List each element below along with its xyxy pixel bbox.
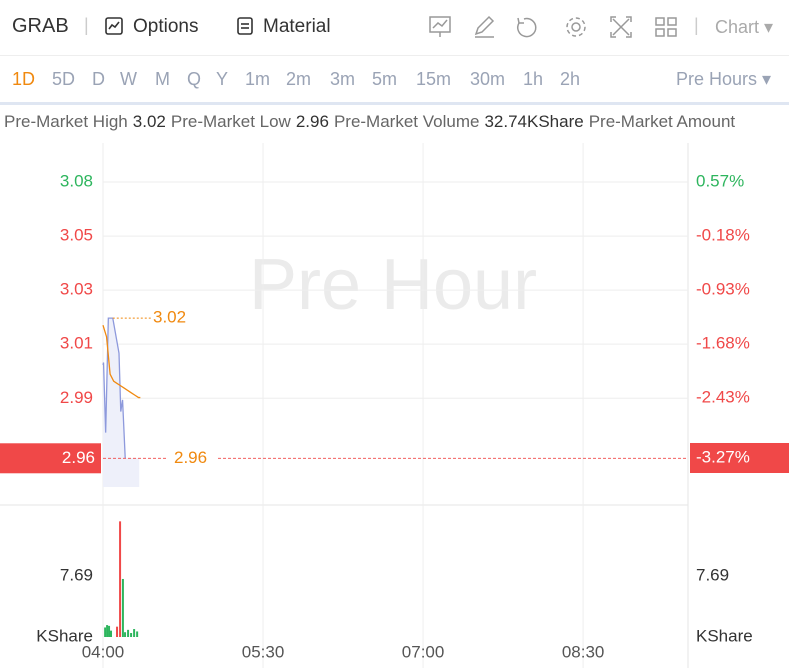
volume-bar: [104, 627, 107, 637]
session-label: Pre Hours: [676, 69, 758, 89]
period-tab[interactable]: M: [155, 69, 170, 89]
options-icon[interactable]: [104, 16, 124, 36]
period-bar: 1D 5D D W M Q Y 1m 2m 3m 5m 15m 30m 1h 2h Pre Hours ▾: [0, 56, 789, 105]
y-tick-label: 3.05: [60, 226, 93, 245]
period-tab[interactable]: Y: [216, 69, 229, 89]
change-tag: [690, 442, 789, 473]
y2-tick-label: -2.43%: [696, 387, 750, 406]
draw-icon[interactable]: [474, 15, 495, 38]
stat-value: 3.02: [132, 112, 166, 131]
volume-bar: [106, 625, 109, 637]
y-tick-label: 3.08: [60, 171, 93, 190]
chart-menu-label: Chart: [715, 17, 760, 37]
tool-icons: [429, 15, 677, 38]
stat-label: Pre-Market High: [4, 112, 128, 131]
price-line: [102, 317, 126, 459]
period-tab[interactable]: 1D: [12, 69, 36, 89]
y2-tick-label: 0.57%: [696, 172, 744, 191]
session-menu[interactable]: Pre Hours ▾: [676, 69, 772, 89]
period-tab[interactable]: 5D: [52, 69, 76, 89]
separator: |: [694, 15, 699, 35]
stats-row: Pre-Market High 3.02 Pre-Market Low 2.96 Pre…: [0, 112, 789, 138]
volume-bar: [110, 630, 113, 637]
material-icon[interactable]: [235, 16, 255, 36]
volume-bar: [108, 625, 111, 637]
y-tick-label: 3.01: [60, 334, 93, 353]
volume-tick-label: 7.69: [60, 565, 93, 584]
settings-icon[interactable]: [566, 17, 586, 37]
period-tab[interactable]: Q: [187, 69, 202, 89]
stat-value: 2.96: [295, 112, 329, 131]
fullscreen-icon[interactable]: [610, 16, 632, 38]
y-tick-label: 2.99: [60, 388, 93, 407]
volume-bar: [119, 521, 122, 637]
last-price-label: 2.96: [62, 448, 95, 467]
volume-unit: KShare: [696, 626, 753, 645]
change-label: -3.27%: [696, 447, 750, 466]
low-label-bg: [168, 448, 216, 469]
volume-bar: [127, 629, 130, 637]
period-tab[interactable]: 2m: [286, 69, 312, 89]
volume-bar: [124, 632, 127, 637]
y2-tick-label: -0.93%: [696, 279, 750, 298]
watermark: Pre Hour: [249, 245, 537, 325]
stat-label: Pre-Market Volume: [333, 112, 480, 131]
last-price-tag: [0, 443, 101, 474]
y2-tick-label: -0.18%: [696, 225, 750, 244]
toolbar: GRAB | Options Material | Chart ▾: [0, 0, 789, 56]
y-tick-label: 3.03: [60, 280, 93, 299]
x-tick-label: 04:00: [82, 642, 125, 661]
low-label: 2.96: [174, 448, 207, 467]
x-tick-label: 08:30: [562, 642, 605, 661]
period-tab[interactable]: 1h: [523, 69, 544, 89]
chart-menu[interactable]: Chart ▾: [715, 17, 774, 37]
volume-bar: [121, 578, 124, 637]
high-label: 3.02: [153, 308, 186, 327]
options-button[interactable]: Options: [133, 16, 199, 37]
volume-bar: [133, 629, 136, 637]
layout-icon[interactable]: [655, 17, 677, 37]
period-tab[interactable]: 15m: [416, 69, 452, 89]
y2-tick-label: -1.68%: [696, 333, 750, 352]
period-tab[interactable]: D: [92, 69, 105, 89]
indicator-icon[interactable]: [429, 16, 451, 37]
volume-bar: [136, 631, 139, 637]
period-tab[interactable]: 5m: [372, 69, 398, 89]
symbol[interactable]: GRAB: [12, 15, 69, 37]
period-tab[interactable]: 2h: [560, 69, 581, 89]
average-line: [102, 324, 141, 399]
volume-bar: [130, 633, 133, 637]
stat-value: 32.74KShare: [484, 112, 584, 131]
volume-bar: [116, 626, 119, 637]
period-tab[interactable]: 30m: [470, 69, 506, 89]
reset-icon[interactable]: [517, 17, 537, 38]
x-tick-label: 07:00: [402, 642, 445, 661]
material-button[interactable]: Material: [263, 16, 331, 37]
period-tab[interactable]: 1m: [245, 69, 271, 89]
stat-label: Pre-Market Low: [170, 112, 291, 131]
volume-tick-label: 7.69: [696, 565, 729, 584]
separator: |: [84, 15, 89, 35]
x-tick-label: 05:30: [242, 642, 285, 661]
period-tab[interactable]: W: [120, 69, 137, 89]
price-area: [103, 318, 140, 487]
stat-label: Pre-Market Amount: [588, 112, 736, 131]
volume-unit: KShare: [36, 626, 93, 645]
period-tab[interactable]: 3m: [330, 69, 356, 89]
